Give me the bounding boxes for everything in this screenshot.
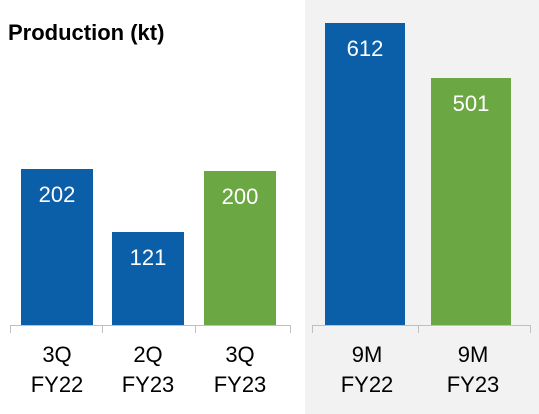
bar xyxy=(204,170,276,325)
x-axis xyxy=(312,325,530,326)
value-label: 202 xyxy=(38,182,76,207)
nine-month-panel: 612 9M FY22 501 9M FY23 xyxy=(305,0,539,414)
axis-tick xyxy=(290,325,291,333)
bar xyxy=(431,77,511,325)
x-tick-label: 3Q FY23 xyxy=(213,342,267,397)
chart-title: Production (kt) xyxy=(8,20,165,45)
x-tick-label: 2Q FY23 xyxy=(121,342,175,397)
value-label: 612 xyxy=(346,36,384,61)
bar xyxy=(112,231,184,325)
x-axis xyxy=(10,325,290,326)
axis-tick xyxy=(195,325,196,333)
axis-tick xyxy=(418,325,419,333)
x-tick-label: 9M FY22 xyxy=(340,342,394,397)
axis-tick xyxy=(102,325,103,333)
axis-tick xyxy=(312,325,313,333)
value-label: 200 xyxy=(221,183,259,209)
quarter-panel: Production (kt) 202 3Q FY22 121 2Q FY23 200 3Q… xyxy=(8,20,291,397)
axis-tick xyxy=(10,325,11,333)
bar xyxy=(325,23,405,325)
x-tick-label: 3Q FY22 xyxy=(30,342,84,397)
axis-tick xyxy=(530,325,531,333)
value-label: 501 xyxy=(452,90,490,116)
value-label: 121 xyxy=(129,244,167,270)
bar xyxy=(21,169,93,325)
x-tick-label: 9M FY23 xyxy=(446,342,500,397)
